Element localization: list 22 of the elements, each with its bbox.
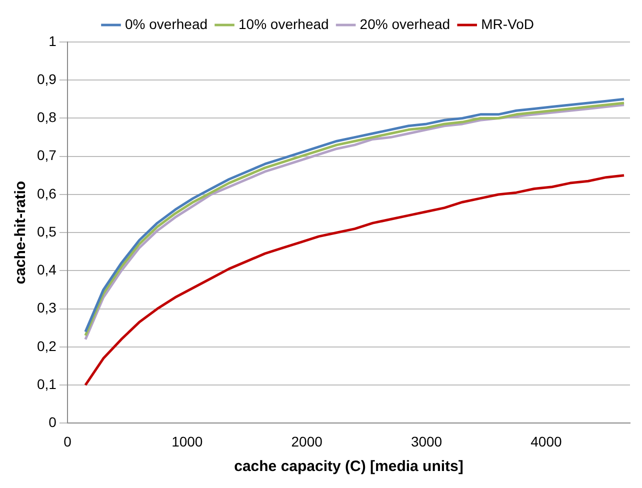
x-tick-label: 2000 [291,433,323,450]
legend-label: 20% overhead [360,16,450,32]
y-tick-label: 0,2 [36,338,57,354]
legend-label: MR-VoD [481,16,534,32]
y-tick-label: 0,4 [36,262,57,278]
x-tick-label: 4000 [530,433,562,450]
y-tick-label: 0,1 [36,376,57,392]
y-tick-label: 0,5 [36,223,57,240]
legend-label: 0% overhead [125,16,208,32]
y-tick-label: 0,9 [36,70,57,87]
x-tick-label: 3000 [410,433,442,450]
y-axis-title: cache-hit-ratio [12,180,30,284]
x-tick-label: 1000 [172,433,203,450]
y-tick-label: 0,7 [36,147,57,164]
y-tick-label: 1 [48,32,57,49]
x-tick-label: 0 [64,433,72,450]
y-tick-label: 0 [48,414,57,430]
y-tick-label: 0,8 [36,109,57,126]
legend-label: 10% overhead [238,16,329,32]
x-axis-title: cache capacity (C) [media units] [234,458,464,476]
y-tick-label: 0,3 [36,300,57,316]
y-tick-label: 0,6 [36,185,57,202]
